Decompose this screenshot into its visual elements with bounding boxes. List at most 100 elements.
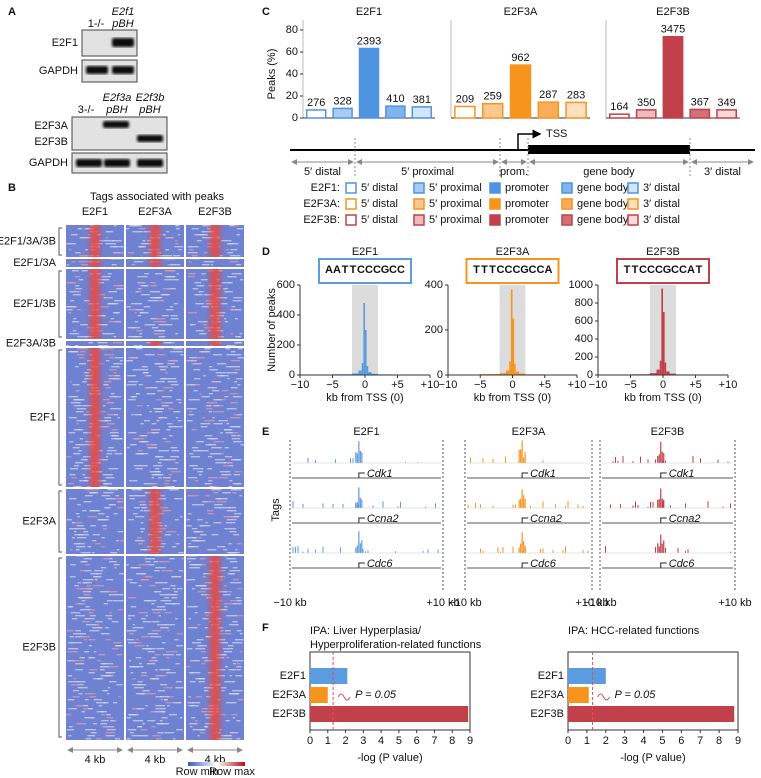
heatmap-cell xyxy=(170,585,176,587)
heatmap-cell xyxy=(154,471,161,473)
heatmap-cell xyxy=(127,729,137,731)
heatmap-cell xyxy=(98,705,103,707)
heatmap-cell xyxy=(84,570,92,572)
window-label: −10 kb xyxy=(273,597,306,609)
heatmap-cell xyxy=(113,336,117,338)
heatmap-cell xyxy=(196,285,205,287)
heatmap-cell xyxy=(228,669,237,671)
histogram-bar xyxy=(514,363,516,375)
heatmap-cell xyxy=(142,240,146,242)
heatmap-cell xyxy=(132,369,138,371)
heatmap-cell xyxy=(106,693,110,695)
heatmap-cell xyxy=(137,369,149,371)
heatmap-cell xyxy=(187,702,194,704)
heatmap-cell xyxy=(76,723,87,725)
panel-label: A xyxy=(8,6,16,18)
heatmap-cell xyxy=(197,735,200,737)
heatmap-cell xyxy=(232,579,239,581)
heatmap-cell xyxy=(106,387,111,389)
y-tick-label: 400 xyxy=(575,333,593,345)
heatmap-cell xyxy=(162,588,170,590)
heatmap-cell xyxy=(162,255,173,257)
x-tick-label: +10 xyxy=(568,379,587,391)
heatmap-cell xyxy=(219,477,228,479)
x-tick-label: 3 xyxy=(622,735,628,747)
heatmap-cell xyxy=(170,351,173,353)
heatmap-cell xyxy=(168,474,173,476)
heatmap-cell xyxy=(239,633,243,635)
heatmap-cell xyxy=(137,537,142,539)
heatmap-cell xyxy=(233,225,239,227)
heatmap-cell xyxy=(188,414,194,416)
heatmap-cell xyxy=(116,684,123,686)
heatmap-cell xyxy=(208,411,213,413)
heatmap-cell xyxy=(140,729,148,731)
heatmap-cell xyxy=(195,696,203,698)
heatmap-cell xyxy=(157,624,167,626)
heatmap-cell xyxy=(164,699,168,701)
heatmap-cell xyxy=(161,570,173,572)
heatmap-cell xyxy=(187,252,198,254)
heatmap-cell xyxy=(227,645,234,647)
heatmap-cell xyxy=(167,468,178,470)
heatmap-cell xyxy=(129,732,134,734)
heatmap-cell xyxy=(80,561,86,563)
heatmap-cell xyxy=(191,564,202,566)
heatmap-cell xyxy=(132,627,144,629)
heatmap-cell xyxy=(157,690,163,692)
heatmap-cell xyxy=(79,657,85,659)
heatmap-cell xyxy=(211,447,222,449)
heatmap-cell xyxy=(225,366,231,368)
heatmap-cell xyxy=(223,549,228,551)
chart-title: E2F3A xyxy=(504,6,538,18)
heatmap-cell xyxy=(132,336,143,338)
heatmap-cell xyxy=(161,405,169,407)
heatmap-cell xyxy=(239,333,242,335)
heatmap-cell xyxy=(113,246,124,248)
heatmap-cell xyxy=(193,531,200,533)
legend-swatch xyxy=(561,214,573,226)
enrichment-stripe xyxy=(146,225,164,258)
heatmap-cell xyxy=(159,459,169,461)
heatmap-cell xyxy=(191,528,198,530)
heatmap-cell xyxy=(68,648,75,650)
heatmap-cell xyxy=(76,525,84,527)
heatmap-cell xyxy=(102,663,114,665)
heatmap-cell xyxy=(75,705,86,707)
heatmap-cell xyxy=(81,408,86,410)
heatmap-cell xyxy=(199,645,207,647)
heatmap-cell xyxy=(93,585,104,587)
gene-label: Cdc6 xyxy=(530,558,557,570)
heatmap-cell xyxy=(197,519,203,521)
heatmap-cell xyxy=(224,681,236,683)
heatmap-cell xyxy=(155,708,166,710)
heatmap-cell xyxy=(107,423,116,425)
blot-band xyxy=(112,66,134,74)
heatmap-cell xyxy=(203,261,215,263)
heatmap-cell xyxy=(155,381,165,383)
track-title: E2F3A xyxy=(512,426,546,438)
heatmap-cell xyxy=(210,486,214,488)
heatmap-cell xyxy=(215,462,227,464)
heatmap-cell xyxy=(130,672,134,674)
heatmap-cell xyxy=(83,597,93,599)
heatmap-cell xyxy=(161,294,171,296)
heatmap-cell xyxy=(216,363,227,365)
heatmap-cell xyxy=(142,723,145,725)
heatmap-cell xyxy=(225,432,233,434)
heatmap-cell xyxy=(110,504,116,506)
heatmap-cell xyxy=(126,630,137,632)
heatmap-cell xyxy=(189,453,194,455)
heatmap-cell xyxy=(135,657,142,659)
heatmap-cell xyxy=(156,738,162,740)
heatmap-cell xyxy=(93,651,97,653)
legend-label: 5′ proximal xyxy=(429,182,482,194)
motif-letter: A xyxy=(333,264,341,276)
heatmap-cell xyxy=(191,228,199,230)
heatmap-cell xyxy=(230,351,236,353)
x-tick-label: 0 xyxy=(660,379,666,391)
heatmap-cell xyxy=(69,333,80,335)
heatmap-cell xyxy=(128,495,137,497)
heatmap-cell xyxy=(205,444,212,446)
heatmap-cell xyxy=(167,705,170,707)
